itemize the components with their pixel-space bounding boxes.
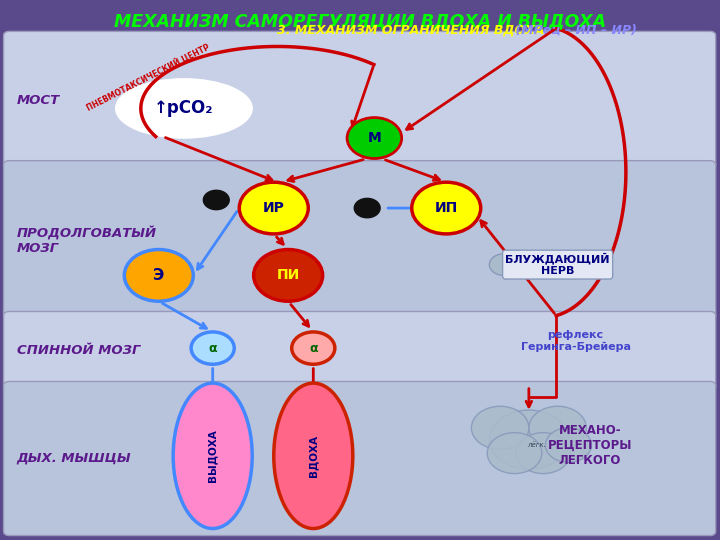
Circle shape — [412, 182, 481, 234]
Text: Э: Э — [153, 268, 164, 283]
Circle shape — [347, 118, 402, 159]
Text: ИР: ИР — [263, 201, 284, 215]
Ellipse shape — [116, 79, 252, 138]
Text: ПНЕВМОТАКСИЧЕСКИЙ ЦЕНТР: ПНЕВМОТАКСИЧЕСКИЙ ЦЕНТР — [85, 42, 211, 113]
Text: ИП: ИП — [435, 201, 458, 215]
Circle shape — [529, 406, 586, 449]
Circle shape — [546, 428, 591, 462]
Text: α: α — [309, 342, 318, 355]
Circle shape — [191, 332, 234, 365]
Circle shape — [292, 332, 335, 365]
FancyBboxPatch shape — [4, 31, 716, 169]
Text: МОСТ: МОСТ — [17, 94, 60, 107]
FancyBboxPatch shape — [4, 312, 716, 390]
Text: α: α — [208, 342, 217, 355]
Text: ПРОДОЛГОВАТЫЙ
МОЗГ: ПРОДОЛГОВАТЫЙ МОЗГ — [17, 226, 157, 255]
Circle shape — [490, 254, 518, 275]
Circle shape — [516, 433, 570, 474]
Circle shape — [487, 433, 542, 474]
Text: рефлекс
Геринга-Брейера: рефлекс Геринга-Брейера — [521, 330, 631, 352]
Circle shape — [239, 182, 308, 234]
Text: ВЫДОХА: ВЫДОХА — [207, 429, 217, 482]
Text: МЕХАНИЗМ САМОРЕГУЛЯЦИИ ВДОХА И ВЫДОХА: МЕХАНИЗМ САМОРЕГУЛЯЦИИ ВДОХА И ВЫДОХА — [114, 12, 606, 31]
Text: БЛУЖДАЮЩИЙ
НЕРВ: БЛУЖДАЮЩИЙ НЕРВ — [505, 253, 610, 276]
Text: МЕХАНО-
РЕЦЕПТОРЫ
ЛЕГКОГО: МЕХАНО- РЕЦЕПТОРЫ ЛЕГКОГО — [548, 423, 632, 467]
FancyBboxPatch shape — [4, 161, 716, 320]
Text: М: М — [367, 131, 382, 145]
Ellipse shape — [274, 383, 353, 529]
Circle shape — [490, 410, 568, 469]
Text: (МРец – ИП – ИР): (МРец – ИП – ИР) — [511, 23, 636, 36]
Circle shape — [203, 190, 229, 210]
Text: лёгк.: лёгк. — [526, 442, 546, 448]
Text: СПИННОЙ МОЗГ: СПИННОЙ МОЗГ — [17, 345, 140, 357]
Circle shape — [472, 406, 529, 449]
Text: ВДОХА: ВДОХА — [308, 435, 318, 477]
Text: ПИ: ПИ — [276, 268, 300, 282]
Circle shape — [253, 249, 323, 301]
FancyBboxPatch shape — [4, 381, 716, 536]
Text: ↑рСО₂: ↑рСО₂ — [154, 99, 214, 117]
Text: ДЫХ. МЫШЦЫ: ДЫХ. МЫШЦЫ — [17, 452, 131, 465]
Circle shape — [125, 249, 193, 301]
Ellipse shape — [174, 383, 252, 529]
Circle shape — [354, 198, 380, 218]
Text: 3. МЕХАНИЗМ ОГРАНИЧЕНИЯ ВДОХА: 3. МЕХАНИЗМ ОГРАНИЧЕНИЯ ВДОХА — [277, 23, 545, 36]
